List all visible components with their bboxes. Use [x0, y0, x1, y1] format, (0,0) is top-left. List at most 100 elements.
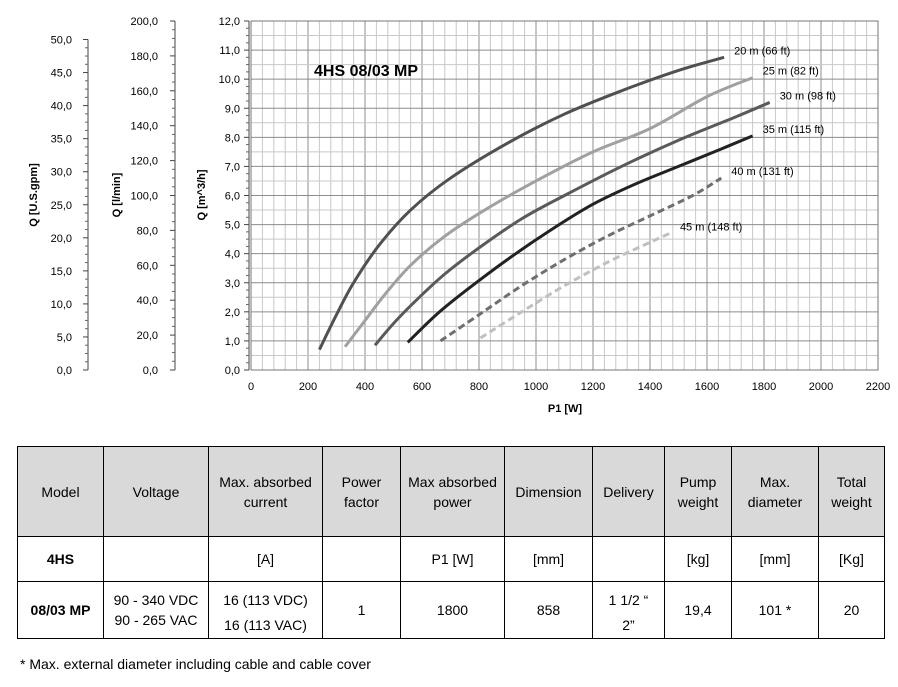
y-tick-label: 0,0 — [57, 365, 72, 377]
value-voltage-dc: 90 - 340 VDC — [113, 592, 199, 608]
value-power: 1800 — [400, 581, 505, 639]
y-tick-label: 8,0 — [225, 132, 240, 144]
header-power: Max absorbed power — [400, 446, 505, 537]
y-tick-label: 15,0 — [51, 266, 72, 278]
series-label-3: 35 m (115 ft) — [763, 124, 825, 136]
units-max-diameter: [mm] — [731, 536, 819, 582]
header-power-factor: Power factor — [322, 446, 401, 537]
x-tick-label: 0 — [248, 381, 254, 393]
units-voltage — [103, 536, 209, 582]
series-label-2: 30 m (98 ft) — [780, 90, 836, 102]
y-tick-label: 80,0 — [137, 225, 158, 237]
units-delivery — [592, 536, 665, 582]
y-tick-label: 60,0 — [137, 260, 158, 272]
y-tick-label: 10,0 — [219, 74, 240, 86]
series-line-4 — [439, 176, 723, 343]
x-tick-label: 1200 — [581, 381, 605, 393]
units-model: 4HS — [17, 536, 104, 582]
units-dimension: [mm] — [504, 536, 593, 582]
y-tick-label: 120,0 — [130, 156, 158, 168]
pump-specs-table: Model Voltage Max. absorbed current Powe… — [17, 446, 885, 639]
y-tick-label: 20,0 — [51, 233, 72, 245]
header-total-weight: Total weight — [818, 446, 885, 537]
series-line-2 — [373, 101, 771, 347]
header-model: Model — [17, 446, 104, 537]
value-delivery-1: 1 1/2 “ — [608, 592, 649, 608]
table-units-row: 4HS [A] P1 [W] [mm] [kg] [mm] [Kg] — [17, 536, 885, 582]
header-dimension: Dimension — [504, 446, 593, 537]
series-label-1: 25 m (82 ft) — [763, 66, 819, 78]
y-tick-label: 200,0 — [130, 16, 158, 28]
plot-border — [250, 20, 879, 371]
x-tick-label: 1600 — [695, 381, 719, 393]
series-label-0: 20 m (66 ft) — [734, 45, 790, 57]
y-tick-label: 6,0 — [225, 191, 240, 203]
units-power: P1 [W] — [400, 536, 505, 582]
y-tick-label: 4,0 — [225, 249, 240, 261]
value-max-diameter: 101 * — [731, 581, 819, 639]
chart-axes: 0 200 400 600 800 1000 1200 1400 1600 1800 2000 220… — [28, 16, 890, 393]
units-pump-weight: [kg] — [664, 536, 732, 582]
x-tick-label: 1400 — [638, 381, 662, 393]
units-power-factor — [322, 536, 401, 582]
y-tick-label: 10,0 — [51, 299, 72, 311]
header-pump-weight: Pump weight — [664, 446, 732, 537]
value-dimension: 858 — [504, 581, 593, 639]
series-line-3 — [406, 134, 754, 344]
y-axis-label: Q [U.S.gpm] — [28, 163, 40, 227]
series-label-4: 40 m (131 ft) — [731, 166, 793, 178]
table-row: 08/03 MP 90 - 340 VDC 90 - 265 VAC 16 (1… — [17, 581, 885, 639]
x-tick-label: 1800 — [752, 381, 776, 393]
x-tick-label: 400 — [356, 381, 374, 393]
y-tick-label: 1,0 — [225, 336, 240, 348]
y-tick-label: 2,0 — [225, 307, 240, 319]
series-line-1 — [343, 76, 754, 348]
x-tick-label: 2000 — [809, 381, 833, 393]
y-tick-label: 140,0 — [130, 121, 158, 133]
x-tick-label: 1000 — [524, 381, 548, 393]
y-tick-label: 45,0 — [51, 68, 72, 80]
value-voltage: 90 - 340 VDC 90 - 265 VAC — [103, 581, 209, 639]
value-voltage-ac: 90 - 265 VAC — [114, 612, 198, 628]
header-max-diameter: Max. diameter — [731, 446, 819, 537]
footnote: * Max. external diameter including cable… — [20, 656, 371, 672]
chart-title: 4HS 08/03 MP — [314, 63, 418, 80]
x-tick-label: 800 — [470, 381, 488, 393]
y-tick-label: 9,0 — [225, 103, 240, 115]
y-tick-label: 100,0 — [130, 191, 158, 203]
y-tick-label: 40,0 — [51, 101, 72, 113]
x-tick-label: 2200 — [866, 381, 890, 393]
value-total-weight: 20 — [818, 581, 885, 639]
y-tick-label: 11,0 — [219, 45, 240, 57]
y-tick-label: 5,0 — [225, 220, 240, 232]
y-tick-label: 160,0 — [130, 86, 158, 98]
series-line-5 — [479, 231, 671, 340]
chart-series: 20 m (66 ft) 25 m (82 ft) 30 m (98 ft) 35 m… — [318, 45, 836, 351]
y-tick-label: 30,0 — [51, 167, 72, 179]
value-current-ac: 16 (113 VAC) — [224, 617, 307, 633]
y-tick-label: 7,0 — [225, 161, 240, 173]
y-tick-label: 0,0 — [143, 365, 158, 377]
y-axis-label: Q [m^3/h] — [196, 169, 208, 220]
y-tick-label: 0,0 — [225, 365, 240, 377]
chart-grid — [250, 20, 879, 371]
value-pump-weight: 19,4 — [664, 581, 732, 639]
value-current: 16 (113 VDC) 16 (113 VAC) — [208, 581, 323, 639]
value-model: 08/03 MP — [17, 581, 104, 639]
x-tick-label: 200 — [299, 381, 317, 393]
header-current: Max. absorbed current — [208, 446, 323, 537]
y-tick-label: 40,0 — [137, 295, 158, 307]
value-current-dc: 16 (113 VDC) — [223, 592, 308, 608]
table-header-row: Model Voltage Max. absorbed current Powe… — [17, 446, 885, 537]
x-tick-label: 600 — [413, 381, 431, 393]
value-delivery: 1 1/2 “ 2” — [592, 581, 665, 639]
y-tick-label: 25,0 — [51, 200, 72, 212]
value-delivery-2: 2” — [622, 617, 635, 633]
value-power-factor: 1 — [322, 581, 401, 639]
y-axis-label: Q [l/min] — [111, 172, 123, 217]
y-tick-label: 180,0 — [130, 51, 158, 63]
header-voltage: Voltage — [103, 446, 209, 537]
y-tick-label: 12,0 — [219, 16, 240, 28]
series-label-5: 45 m (148 ft) — [680, 221, 742, 233]
header-delivery: Delivery — [592, 446, 665, 537]
